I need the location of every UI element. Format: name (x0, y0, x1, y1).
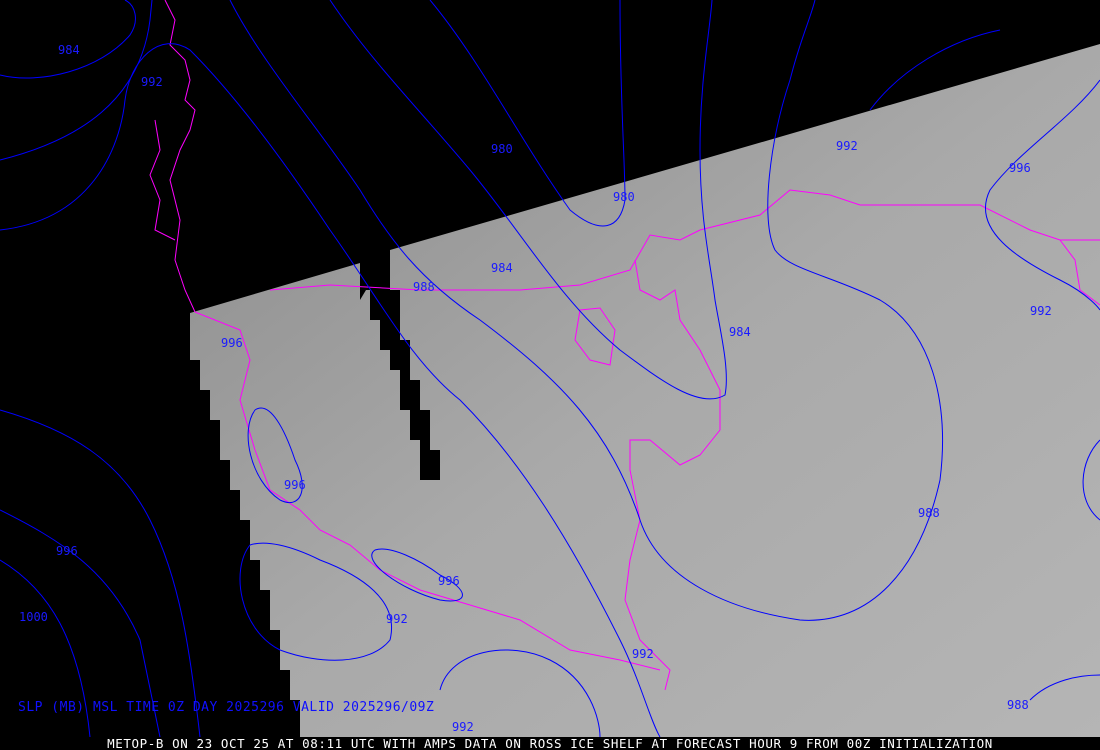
data-gap-strip (360, 250, 440, 480)
contour-label: 992 (141, 75, 163, 89)
contour-label: 992 (386, 612, 408, 626)
contour-label: 988 (413, 280, 435, 294)
contour-label: 988 (918, 506, 940, 520)
contour-label: 980 (613, 190, 635, 204)
satellite-imagery (190, 44, 1100, 737)
image-caption: METOP-B ON 23 OCT 25 AT 08:11 UTC WITH A… (0, 737, 1100, 750)
contour-label: 984 (729, 325, 751, 339)
contour-label: 984 (58, 43, 80, 57)
contour-labels: 984 992 980 980 992 996 984 988 996 984 … (19, 43, 1052, 734)
contour-label: 980 (491, 142, 513, 156)
contour-label: 996 (438, 574, 460, 588)
contour-label: 992 (1030, 304, 1052, 318)
contour-label: 988 (1007, 698, 1029, 712)
contour-label: 996 (1009, 161, 1031, 175)
contour-label: 996 (221, 336, 243, 350)
contour-label: 1000 (19, 610, 48, 624)
contour-label: 996 (284, 478, 306, 492)
contour-label: 992 (836, 139, 858, 153)
contour-label: 996 (56, 544, 78, 558)
overlay-title: SLP (MB) MSL TIME 0Z DAY 2025296 VALID 2… (18, 700, 435, 715)
coastlines (149, 0, 1100, 691)
contour-label: 992 (452, 720, 474, 734)
contour-label: 984 (491, 261, 513, 275)
contour-label: 992 (632, 647, 654, 661)
